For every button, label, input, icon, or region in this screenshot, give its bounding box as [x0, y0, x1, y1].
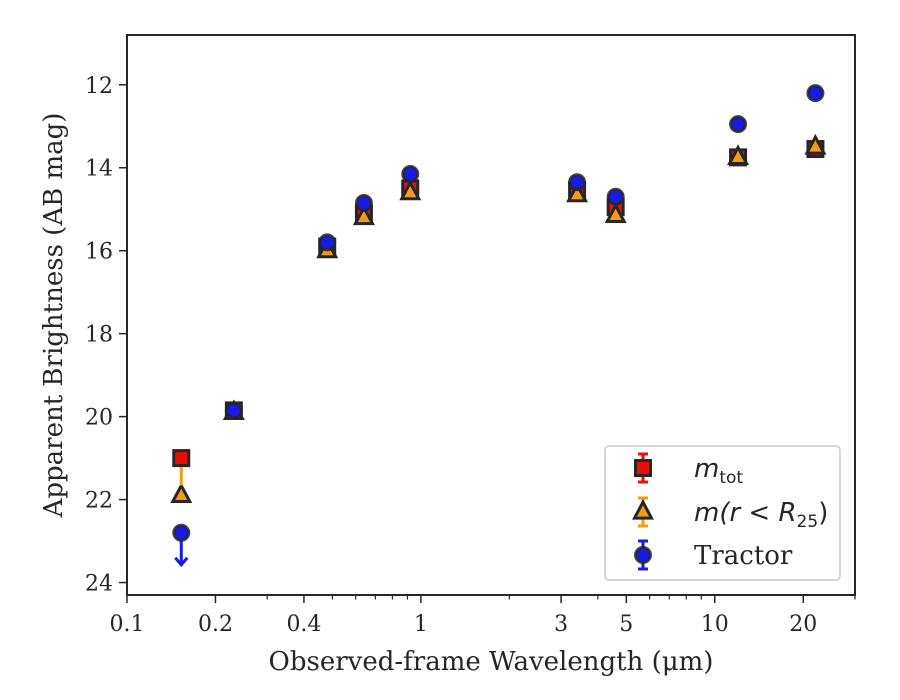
y-tick-label: 12 — [85, 74, 113, 99]
series-circle — [172, 84, 825, 568]
data-point — [606, 187, 625, 206]
x-tick-label: 10 — [701, 612, 729, 637]
data-point — [172, 523, 191, 542]
legend-marker — [632, 498, 654, 520]
data-point — [354, 194, 373, 212]
x-tick-label: 5 — [619, 612, 633, 637]
data-point — [729, 115, 748, 134]
data-point — [401, 164, 420, 183]
x-tick-label: 0.2 — [198, 612, 233, 637]
legend-label: mtot — [694, 454, 743, 488]
y-tick-label: 18 — [85, 323, 113, 348]
data-point — [224, 401, 243, 420]
y-tick-label: 14 — [85, 157, 113, 182]
x-tick-label: 3 — [554, 612, 568, 637]
upper-limit-arrow-head — [174, 556, 189, 568]
legend: mtot m(r < R25) Tractor — [604, 445, 841, 581]
x-axis-label: Observed-frame Wavelength (μm) — [269, 647, 714, 677]
x-tick-label: 20 — [789, 612, 817, 637]
plot-frame — [126, 34, 856, 596]
data-point — [727, 144, 750, 165]
data-point — [318, 233, 337, 252]
data-point — [399, 179, 422, 201]
data-point — [566, 181, 589, 203]
data-point — [804, 133, 827, 155]
legend-marker — [634, 546, 652, 564]
x-tick-label: 0.4 — [286, 612, 321, 637]
y-tick-label: 16 — [85, 240, 113, 265]
x-tick-label: 0.1 — [110, 612, 145, 637]
y-tick-label: 22 — [85, 489, 113, 514]
legend-marker — [634, 459, 652, 477]
data-marks — [170, 84, 827, 568]
legend-label: Tractor — [694, 541, 793, 571]
y-axis-ticks: 12 14 16 18 20 22 24 — [85, 74, 127, 597]
legend-box — [604, 445, 841, 581]
x-axis-ticks: 0.1 0.2 0.4 1 3 5 10 20 — [110, 595, 856, 637]
y-axis-label: Apparent Brightness (AB mag) — [39, 113, 69, 519]
data-point — [352, 204, 375, 226]
y-tick-label: 20 — [85, 406, 113, 431]
x-tick-label: 1 — [414, 612, 428, 637]
data-point — [568, 173, 587, 192]
data-point — [170, 482, 193, 504]
legend-label: m(r < R25) — [694, 498, 828, 532]
data-point — [806, 84, 825, 103]
data-point — [604, 202, 627, 224]
data-point — [172, 449, 191, 468]
y-tick-label: 24 — [85, 572, 113, 597]
